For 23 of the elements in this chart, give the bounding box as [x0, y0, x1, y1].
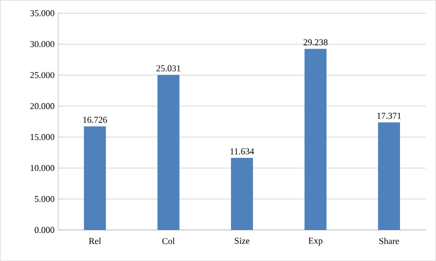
x-tick-label: Col: [162, 238, 175, 244]
data-label: 17.371: [377, 112, 401, 119]
data-label: 16.726: [83, 116, 108, 123]
data-label: 11.634: [230, 148, 254, 154]
y-tick-label: 15.000: [30, 134, 54, 140]
y-tick-label: 25.000: [30, 72, 54, 78]
x-tick-label: Rel: [88, 238, 101, 244]
bar: [157, 74, 180, 230]
bar: [84, 126, 106, 230]
bar: [304, 48, 327, 230]
y-tick-label: 0.000: [34, 226, 54, 233]
y-tick-label: 5.000: [34, 196, 54, 202]
y-tick-label: 10.000: [30, 164, 54, 172]
x-tick-label: Share: [379, 238, 399, 244]
y-tick-label: 35.000: [30, 10, 54, 16]
data-label: 25.031: [156, 65, 180, 72]
y-tick-label: 30.000: [30, 41, 54, 48]
x-tick-label: Exp: [308, 238, 322, 246]
y-tick-label: 20.000: [30, 102, 54, 110]
x-tick-label: Size: [234, 238, 250, 244]
bar: [378, 122, 400, 230]
bar: [230, 158, 253, 230]
data-label: 29.238: [304, 39, 328, 46]
